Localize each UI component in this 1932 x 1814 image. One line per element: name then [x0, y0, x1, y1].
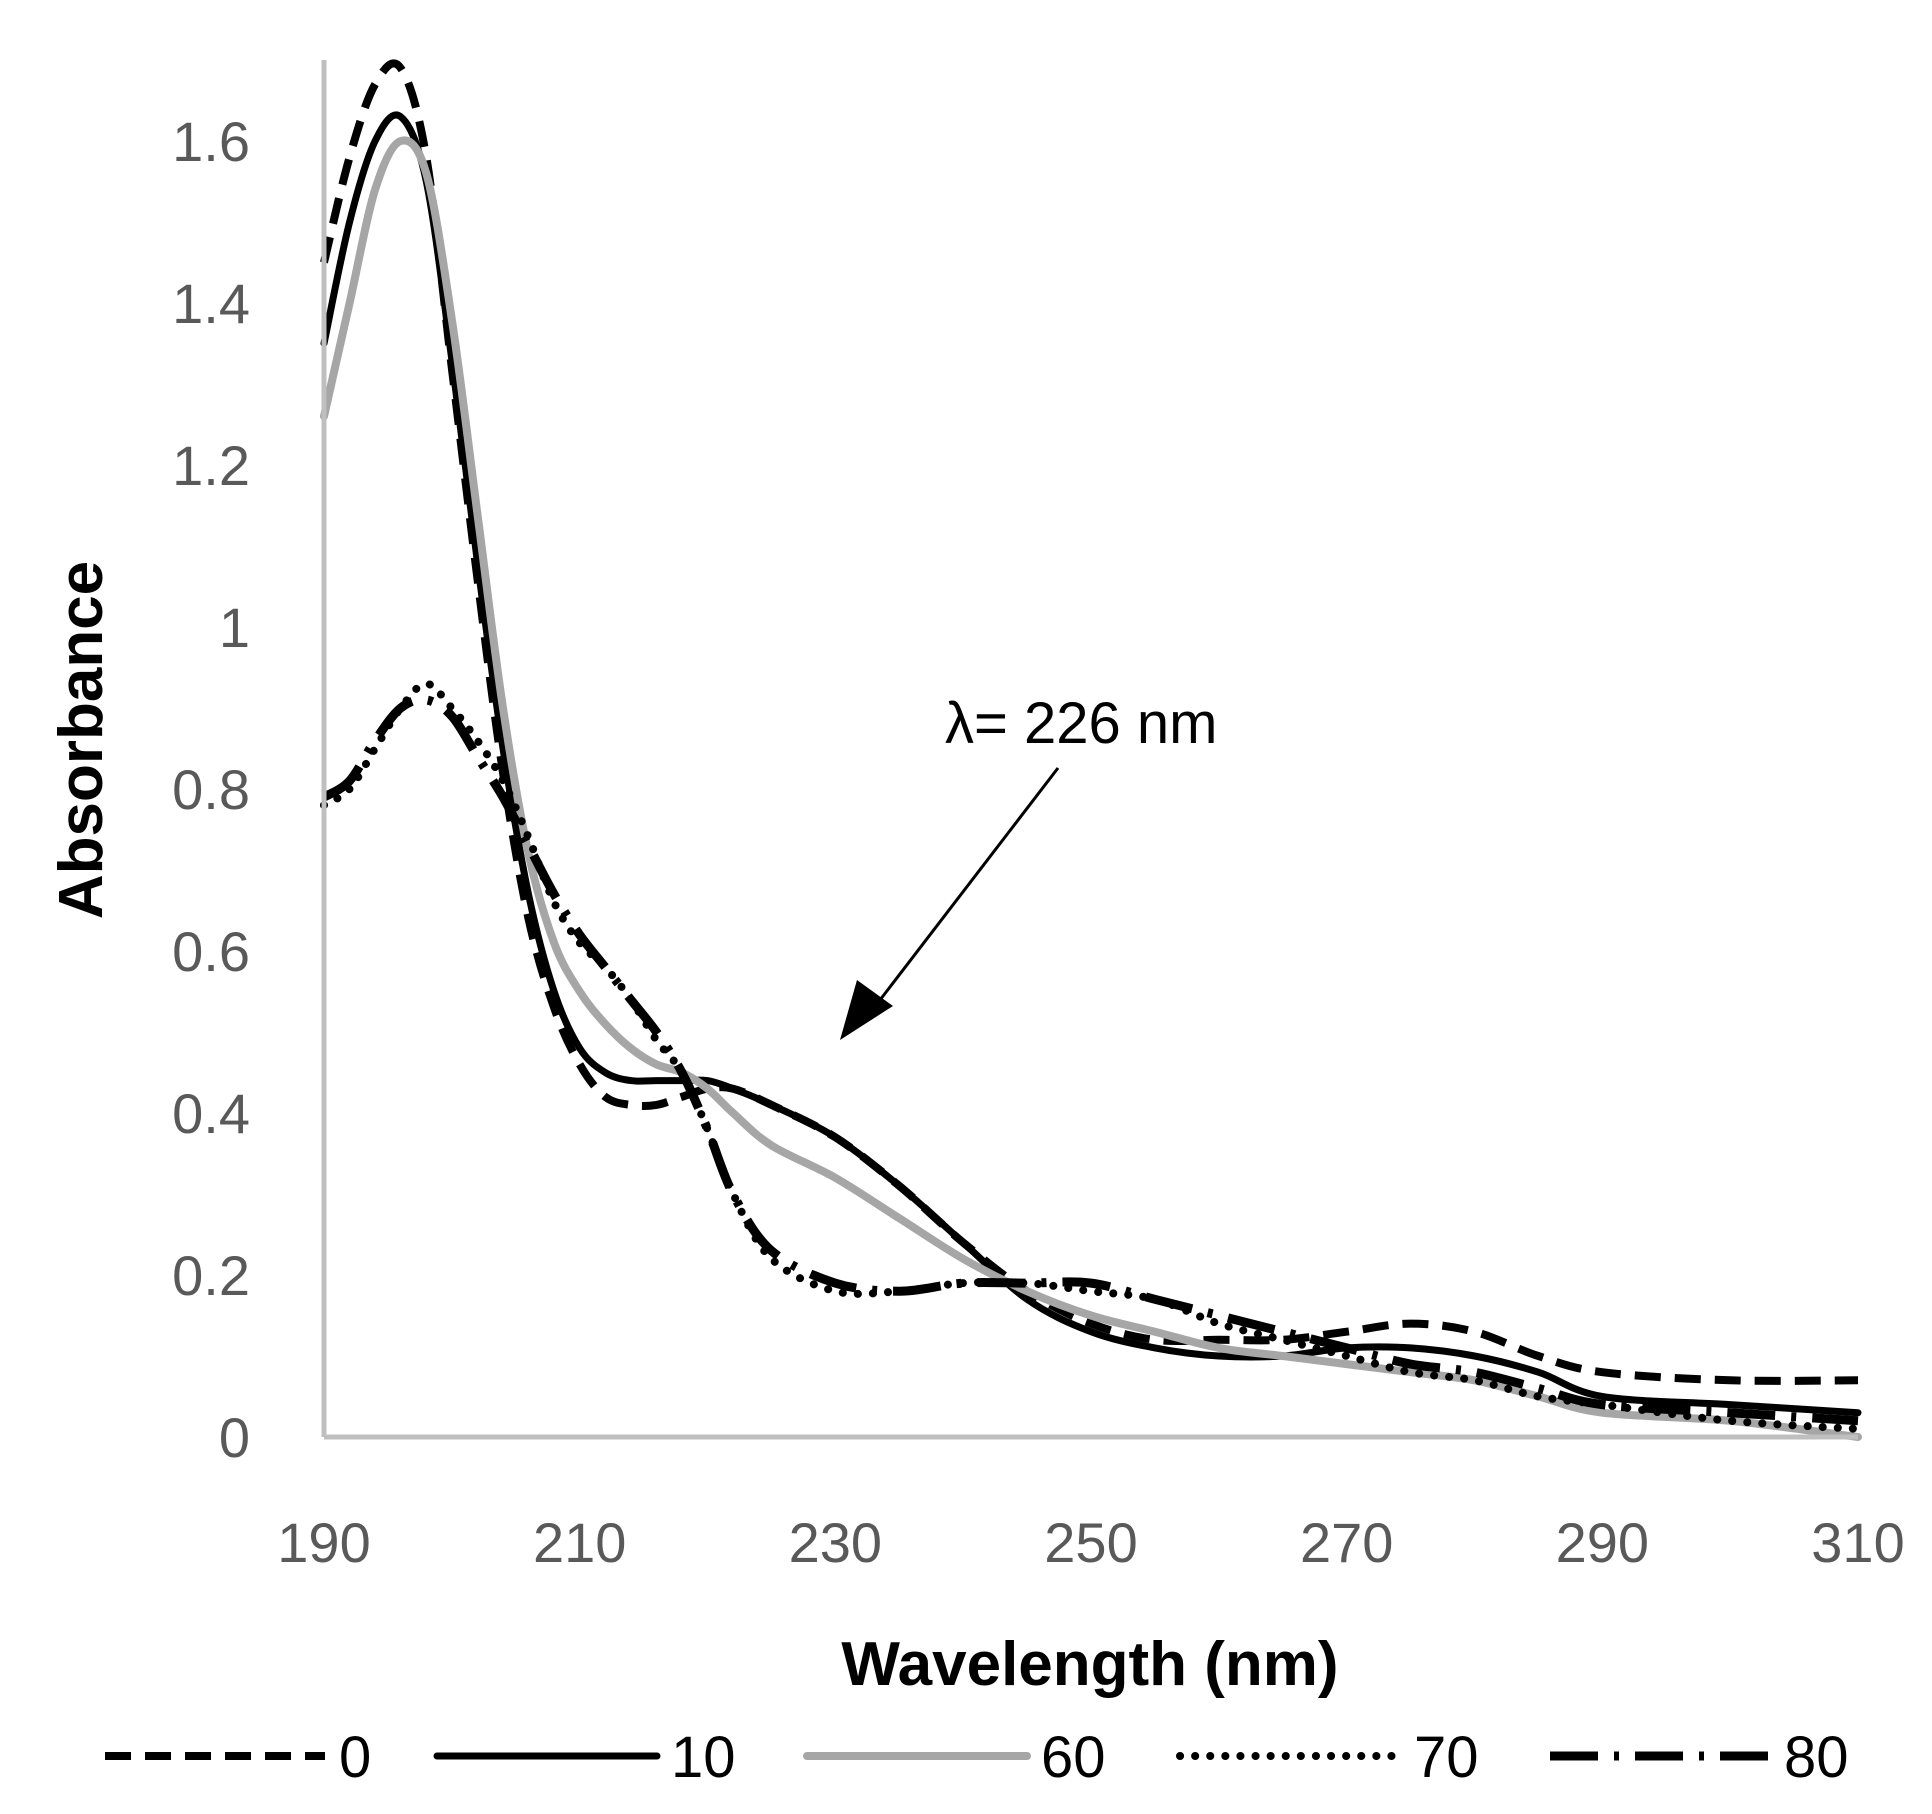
x-tick-label: 310 — [1811, 1511, 1904, 1574]
annotation-arrow — [878, 767, 1060, 1001]
series-line-60 — [320, 136, 1862, 1441]
y-tick-label: 0 — [219, 1406, 250, 1469]
series-line-80 — [321, 695, 1859, 1426]
y-axis-title: Absorbance — [47, 561, 116, 919]
legend-label-0: 0 — [339, 1725, 371, 1790]
x-tick-label: 210 — [533, 1511, 626, 1574]
peak-annotation-label: λ= 226 nm — [945, 691, 1217, 756]
legend-label-60: 60 — [1041, 1725, 1106, 1790]
x-tick-label: 290 — [1556, 1511, 1649, 1574]
plot-lines — [320, 59, 1862, 1441]
x-tick-label: 250 — [1044, 1511, 1137, 1574]
y-tick-label: 1.6 — [172, 110, 250, 173]
y-tick-labels: 0 0.2 0.4 0.6 0.8 1 1.2 1.4 1.6 — [172, 110, 250, 1469]
y-tick-label: 0.6 — [172, 920, 250, 983]
y-tick-label: 1 — [219, 596, 250, 659]
x-tick-label: 270 — [1300, 1511, 1393, 1574]
x-tick-label: 190 — [277, 1511, 370, 1574]
y-tick-label: 1.2 — [172, 434, 250, 497]
x-axis-title: Wavelength (nm) — [841, 1630, 1338, 1699]
series-line-10 — [320, 111, 1862, 1417]
series-line-70 — [320, 679, 1862, 1433]
y-tick-label: 0.4 — [172, 1082, 250, 1145]
annotation-arrowhead — [840, 980, 893, 1040]
x-tick-labels: 190 210 230 250 270 290 310 — [277, 1511, 1904, 1574]
legend: 0 10 60 70 80 — [105, 1725, 1849, 1790]
y-tick-label: 0.2 — [172, 1244, 250, 1307]
x-tick-label: 230 — [789, 1511, 882, 1574]
y-tick-label: 0.8 — [172, 758, 250, 821]
legend-label-80: 80 — [1784, 1725, 1849, 1790]
y-tick-label: 1.4 — [172, 272, 250, 335]
legend-label-70: 70 — [1414, 1725, 1479, 1790]
legend-label-10: 10 — [671, 1725, 736, 1790]
